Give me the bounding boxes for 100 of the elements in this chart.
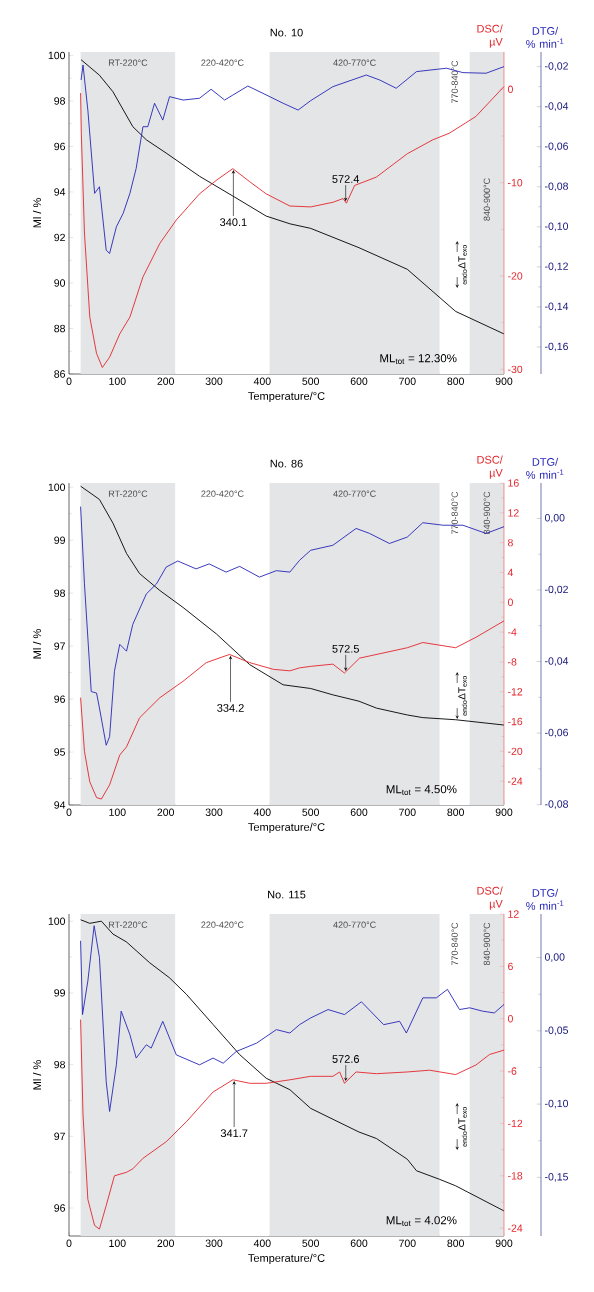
y-axis-title: Ml / %: [33, 629, 42, 659]
y-tick-label: 99: [54, 989, 65, 997]
x-tick-label: 200: [157, 808, 175, 816]
y-tick-label: 94: [54, 801, 66, 809]
band-label: 840-900°C: [483, 491, 491, 535]
line-series: [80, 485, 505, 726]
y-tick-label: 94: [54, 188, 66, 196]
y-tick-label: 92: [54, 233, 65, 242]
x-tick-label: 100: [109, 808, 126, 816]
annotation: 572.5: [332, 644, 359, 653]
y3-tick-label: -0,16: [545, 342, 568, 352]
band-label: 770-840°C: [451, 922, 458, 966]
y3-tick-label: -0,10: [545, 1099, 569, 1109]
y2-tick-label: 16: [508, 479, 519, 487]
x-tick-label: 800: [447, 377, 465, 385]
y2-tick-label: -20: [508, 747, 523, 756]
x-tick-label: 100: [109, 1239, 126, 1247]
annotation: 572.4: [332, 175, 360, 183]
x-tick-label: 0: [66, 377, 72, 385]
y3-tick-label: -0,12: [545, 262, 568, 272]
chart-title: No. 115: [268, 890, 306, 899]
y-tick-label: 96: [54, 142, 66, 151]
band-label: RT-220°C: [108, 490, 148, 497]
y3-axis-title: DTG/ % min$^{-1}$: [526, 26, 564, 48]
x-tick-label: 0: [66, 808, 72, 816]
band-label: 840-900°C: [483, 178, 491, 221]
y-tick-label: 86: [54, 370, 66, 378]
annotation: 572.6: [332, 1055, 360, 1063]
y2-tick-label: -12: [508, 1119, 523, 1128]
y2-tick-label: 0: [507, 85, 513, 94]
annotation: $_{endo}$ΔT$_{exo}$: [458, 676, 467, 716]
y3-tick-label: 0,00: [544, 953, 565, 962]
y3-tick-label: -0,04: [545, 657, 569, 666]
annotation: $_{endo}$ΔT$_{exo}$: [458, 1107, 467, 1147]
x-tick-label: 400: [253, 808, 271, 816]
y2-tick-label: 12: [508, 910, 519, 918]
band-label: 420-770°C: [333, 921, 376, 928]
y-tick-label: 88: [54, 324, 66, 333]
y3-tick-label: 0,00: [544, 514, 565, 523]
x-tick-label: 700: [399, 808, 416, 816]
x-tick-label: 400: [253, 377, 271, 385]
x-tick-label: 700: [399, 377, 416, 385]
band-label: 220-420°C: [201, 921, 244, 928]
annotation: ML$_{tot}$ = 12.30%: [380, 354, 457, 365]
x-tick-label: 700: [399, 1239, 416, 1247]
y2-tick-label: -30: [508, 365, 523, 374]
y3-tick-label: -0,08: [545, 182, 568, 192]
y-tick-label: 98: [54, 97, 66, 105]
y3-tick-label: -0,06: [545, 728, 568, 738]
y3-tick-label: -0,02: [545, 62, 568, 71]
x-tick-label: 100: [109, 377, 126, 385]
y-tick-label: 100: [48, 917, 66, 925]
y3-tick-label: -0,05: [545, 1026, 569, 1036]
x-tick-label: 600: [350, 808, 368, 816]
y2-tick-label: -10: [508, 178, 523, 187]
y2-tick-label: -24: [508, 777, 523, 785]
y2-tick-label: -8: [508, 658, 517, 666]
y-tick-label: 98: [54, 589, 66, 597]
y2-tick-label: 12: [508, 509, 519, 517]
x-tick-label: 900: [495, 1239, 513, 1247]
y2-axis-title: DSC/ µV: [477, 24, 503, 48]
x-tick-label: 600: [350, 1239, 368, 1247]
y-tick-label: 100: [48, 51, 66, 60]
annotation: 341.7: [220, 1129, 248, 1138]
y2-tick-label: -20: [508, 272, 523, 280]
y3-tick-label: -0,02: [545, 585, 568, 595]
x-tick-label: 600: [350, 377, 368, 385]
annotation: 340.1: [220, 218, 247, 227]
x-tick-label: 300: [205, 1239, 223, 1247]
band-label: 220-420°C: [201, 490, 244, 497]
y2-tick-label: -12: [508, 688, 523, 696]
y3-axis-title: DTG/ % min$^{-1}$: [526, 457, 564, 479]
x-tick-label: 400: [253, 1239, 271, 1247]
x-tick-label: 300: [205, 377, 223, 385]
y3-tick-label: -0,15: [545, 1173, 569, 1182]
y2-tick-label: -4: [508, 628, 517, 636]
x-tick-label: 500: [302, 808, 320, 816]
x-tick-label: 800: [447, 1239, 465, 1247]
annotation: $_{endo}$ΔT$_{exo}$: [458, 245, 467, 285]
x-tick-label: 500: [302, 1239, 320, 1247]
y3-tick-label: -0,04: [545, 102, 569, 112]
x-axis-title: Temperature/°C: [248, 391, 325, 403]
y-tick-label: 98: [54, 1060, 66, 1069]
line-series: [80, 1019, 505, 1230]
annotation: ML$_{tot}$ = 4.50%: [386, 785, 457, 796]
y2-tick-label: 4: [507, 568, 514, 577]
y-tick-label: 96: [54, 1204, 66, 1212]
y2-axis-title: DSC/ µV: [477, 455, 503, 479]
y-tick-label: 100: [48, 483, 66, 491]
x-tick-label: 800: [447, 808, 465, 816]
y-axis-title: Ml / %: [33, 1060, 42, 1090]
y-tick-label: 95: [54, 748, 66, 756]
y2-tick-label: 8: [507, 538, 513, 547]
y-tick-label: 90: [54, 279, 66, 287]
y2-tick-label: -24: [508, 1224, 523, 1232]
y-tick-label: 96: [54, 695, 66, 703]
y3-tick-label: -0,06: [545, 142, 568, 152]
chart-title: No. 10: [270, 28, 303, 37]
x-tick-label: 900: [495, 377, 513, 385]
x-tick-label: 500: [302, 377, 320, 385]
